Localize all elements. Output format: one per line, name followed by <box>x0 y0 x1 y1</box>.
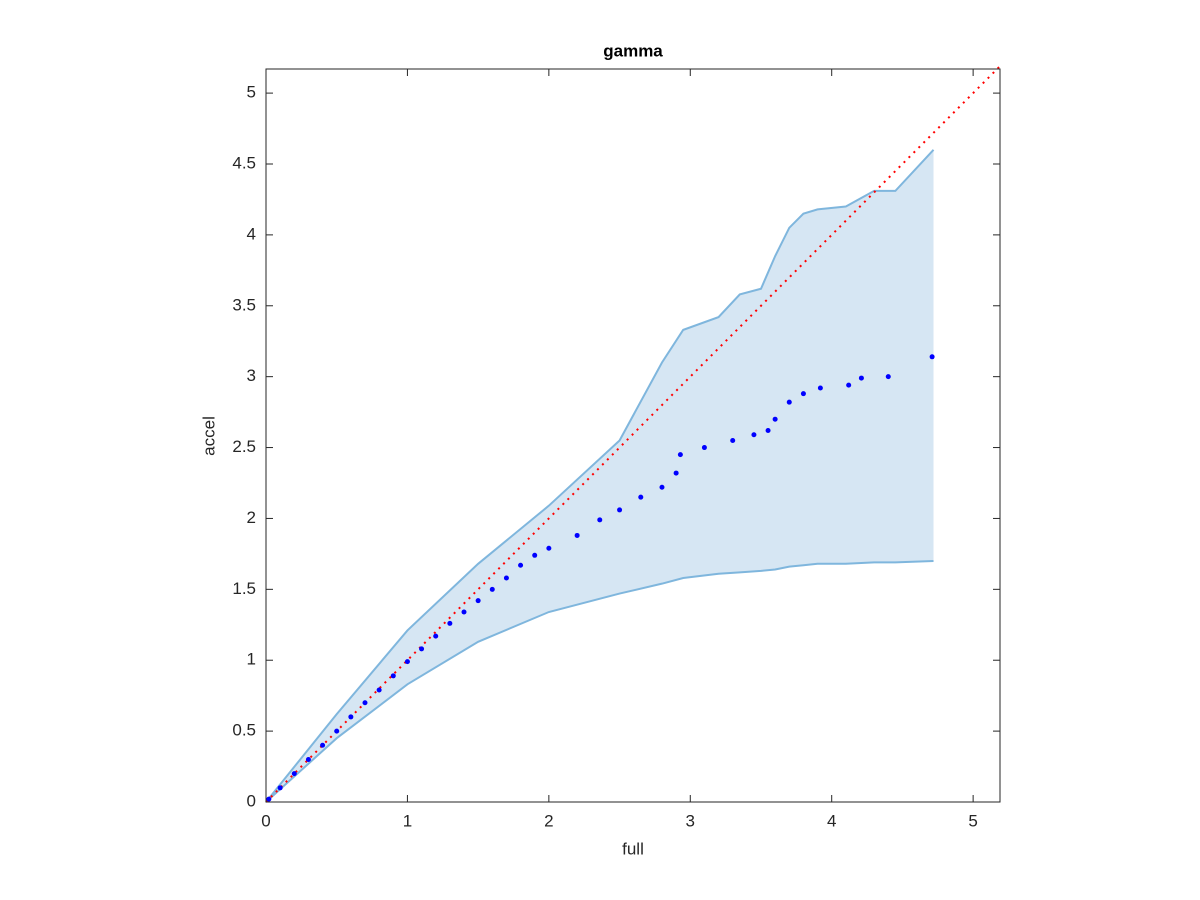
x-tick-label: 5 <box>968 811 977 830</box>
point <box>404 659 410 665</box>
point <box>266 796 272 802</box>
point <box>291 771 297 777</box>
y-tick-label: 4.5 <box>232 153 256 172</box>
y-tick-label: 1.5 <box>232 579 256 598</box>
y-tick-label: 5 <box>247 83 256 102</box>
point <box>348 714 354 720</box>
reference-line <box>265 65 1001 803</box>
point <box>885 374 891 380</box>
point <box>390 673 396 679</box>
point <box>461 609 467 615</box>
point <box>376 687 382 693</box>
point <box>574 532 580 538</box>
point <box>772 416 778 422</box>
point <box>638 494 644 500</box>
band-lower <box>265 559 934 803</box>
x-tick-label: 0 <box>261 811 270 830</box>
x-tick-label: 3 <box>686 811 695 830</box>
point <box>817 385 823 391</box>
point <box>929 354 935 360</box>
point <box>846 382 852 388</box>
point <box>751 432 757 438</box>
y-tick-label: 3 <box>247 366 256 385</box>
point <box>858 375 864 381</box>
point <box>786 399 792 405</box>
y-tick-label: 0.5 <box>232 721 256 740</box>
point <box>489 586 495 592</box>
point <box>701 445 707 451</box>
point <box>362 700 368 706</box>
x-tick-label: 4 <box>827 811 836 830</box>
point <box>334 728 340 734</box>
x-axis-label: full <box>622 839 644 858</box>
confidence-band <box>266 149 934 802</box>
y-tick-label: 4 <box>247 224 256 243</box>
chart-title: gamma <box>603 41 663 60</box>
band-upper <box>265 149 935 803</box>
point <box>730 437 736 443</box>
point <box>277 785 283 791</box>
point <box>677 452 683 458</box>
y-axis-label: accel <box>199 416 218 456</box>
y-tick-label: 1 <box>247 650 256 669</box>
axes-box <box>265 68 1001 803</box>
point <box>320 742 326 748</box>
point <box>433 633 439 639</box>
point <box>765 428 771 434</box>
x-tick-label: 1 <box>403 811 412 830</box>
point <box>518 562 524 568</box>
y-tick-label: 2 <box>247 508 256 527</box>
point <box>597 517 603 523</box>
y-tick-label: 3.5 <box>232 295 256 314</box>
point <box>532 552 538 558</box>
point <box>305 756 311 762</box>
x-tick-label: 2 <box>544 811 553 830</box>
y-tick-label: 2.5 <box>232 437 256 456</box>
point <box>673 470 679 476</box>
point <box>659 484 665 490</box>
point <box>475 598 481 604</box>
point <box>503 575 509 581</box>
y-tick-label: 0 <box>247 791 256 810</box>
point <box>546 545 552 551</box>
point <box>800 391 806 397</box>
point <box>419 646 425 652</box>
point <box>447 620 453 626</box>
point <box>617 507 623 513</box>
